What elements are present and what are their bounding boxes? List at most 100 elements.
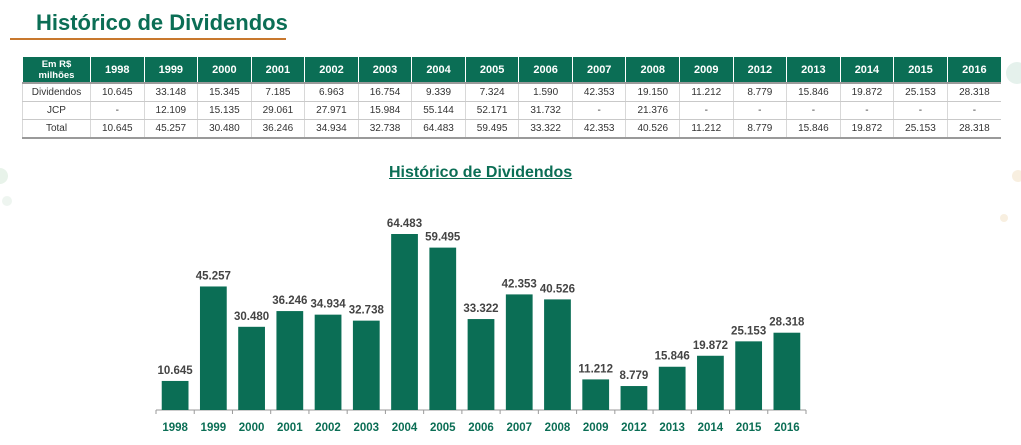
table-header-year: 2004 bbox=[411, 57, 466, 83]
x-tick-label: 2001 bbox=[277, 422, 303, 434]
table-cell: 21.376 bbox=[625, 101, 680, 120]
table-header-year: 2006 bbox=[518, 57, 573, 83]
table-cell: 6.963 bbox=[304, 82, 359, 102]
x-tick-label: 2005 bbox=[430, 422, 456, 434]
decorative-dot bbox=[2, 196, 12, 206]
table-cell: 42.353 bbox=[571, 119, 626, 139]
bar bbox=[773, 332, 801, 410]
table-cell: 55.144 bbox=[411, 101, 466, 120]
table-cell: - bbox=[946, 101, 1001, 120]
table-cell: 45.257 bbox=[143, 119, 198, 139]
bar bbox=[391, 234, 418, 410]
x-tick-label: 2003 bbox=[353, 422, 379, 434]
table-cell: 28.318 bbox=[946, 82, 1001, 102]
table-header-unit: Em R$ milhões bbox=[22, 57, 91, 83]
table-header-year: 2012 bbox=[732, 57, 787, 83]
table-cell: 15.135 bbox=[197, 101, 252, 120]
page-title: Histórico de Dividendos bbox=[36, 10, 288, 35]
table-cell: - bbox=[571, 101, 626, 120]
chart-title: Histórico de Dividendos bbox=[389, 164, 573, 181]
table-cell: 15.345 bbox=[197, 82, 252, 102]
table-cell: 28.318 bbox=[946, 119, 1001, 139]
table-cell: 40.526 bbox=[625, 119, 680, 139]
table-header-year: 1999 bbox=[143, 57, 198, 83]
bar bbox=[467, 319, 495, 410]
x-tick-label: 2016 bbox=[774, 422, 800, 434]
data-label: 15.846 bbox=[655, 351, 690, 363]
data-label: 36.246 bbox=[272, 295, 307, 307]
bar bbox=[697, 355, 724, 410]
table-cell: 59.495 bbox=[464, 119, 519, 139]
bar bbox=[161, 380, 189, 410]
table-cell: 33.148 bbox=[143, 82, 198, 102]
decorative-dot bbox=[1012, 170, 1021, 182]
table-header-year: 2013 bbox=[786, 57, 841, 83]
data-label: 42.353 bbox=[502, 278, 537, 290]
table-header-year: 2005 bbox=[464, 57, 519, 83]
data-label: 28.318 bbox=[769, 317, 805, 329]
table-cell: 31.732 bbox=[518, 101, 573, 120]
table-header-year: 2015 bbox=[893, 57, 948, 83]
decorative-dot bbox=[1000, 214, 1008, 222]
bar bbox=[658, 366, 686, 410]
table-cell: 8.779 bbox=[732, 82, 787, 102]
table-cell: 32.738 bbox=[357, 119, 412, 139]
data-label: 33.322 bbox=[463, 303, 498, 315]
table-cell: 7.324 bbox=[464, 82, 519, 102]
table-cell: 52.171 bbox=[464, 101, 519, 120]
x-tick-label: 2002 bbox=[315, 422, 341, 434]
table-header-year: 2008 bbox=[625, 57, 680, 83]
table-cell: 25.153 bbox=[893, 82, 948, 102]
bar bbox=[276, 311, 304, 410]
x-tick-label: 2015 bbox=[736, 422, 762, 434]
table-row: Dividendos 10.645 33.148 15.345 7.185 6.963 16… bbox=[22, 82, 1001, 102]
bar bbox=[505, 294, 533, 410]
x-tick-label: 2006 bbox=[468, 422, 494, 434]
table-cell: 19.872 bbox=[839, 82, 894, 102]
table-header-year: 2009 bbox=[679, 57, 734, 83]
data-label: 19.872 bbox=[693, 340, 728, 352]
table-cell: 16.754 bbox=[357, 82, 412, 102]
data-label: 32.738 bbox=[349, 305, 385, 317]
table-cell: 19.872 bbox=[839, 119, 894, 139]
x-tick-label: 2004 bbox=[392, 422, 418, 434]
table-cell: 29.061 bbox=[250, 101, 305, 120]
x-tick-label: 2007 bbox=[506, 422, 532, 434]
data-label: 8.779 bbox=[620, 370, 649, 382]
table-cell: 9.339 bbox=[411, 82, 466, 102]
table-cell: - bbox=[90, 101, 145, 120]
bar bbox=[352, 320, 380, 410]
x-tick-label: 1999 bbox=[201, 422, 227, 434]
table-cell: 12.109 bbox=[143, 101, 198, 120]
x-tick-label: 2013 bbox=[659, 422, 685, 434]
data-label: 59.495 bbox=[425, 232, 461, 244]
table-row-label: Dividendos bbox=[22, 82, 91, 102]
table-header-year: 2002 bbox=[304, 57, 359, 83]
table-cell: 19.150 bbox=[625, 82, 680, 102]
bar bbox=[199, 286, 227, 410]
table-cell: 34.934 bbox=[304, 119, 359, 139]
table-cell: - bbox=[732, 101, 787, 120]
decorative-dot bbox=[1006, 62, 1021, 84]
table-row-label: Total bbox=[22, 119, 91, 139]
x-tick-label: 2014 bbox=[698, 422, 724, 434]
bar bbox=[429, 247, 457, 410]
table-cell: 15.846 bbox=[786, 119, 841, 139]
table-header-year: 2014 bbox=[839, 57, 894, 83]
bar bbox=[620, 386, 648, 410]
table-cell: 30.480 bbox=[197, 119, 252, 139]
data-label: 64.483 bbox=[387, 218, 422, 230]
table-cell: 10.645 bbox=[90, 119, 145, 139]
table-cell: - bbox=[893, 101, 948, 120]
table-header-year: 2001 bbox=[250, 57, 305, 83]
table-cell: 36.246 bbox=[250, 119, 305, 139]
table-cell: 33.322 bbox=[518, 119, 573, 139]
bar bbox=[582, 379, 610, 410]
x-tick-label: 2012 bbox=[621, 422, 647, 434]
table-cell: 25.153 bbox=[893, 119, 948, 139]
table-cell: 27.971 bbox=[304, 101, 359, 120]
table-cell: 42.353 bbox=[571, 82, 626, 102]
table-cell: 64.483 bbox=[411, 119, 466, 139]
x-tick-label: 2009 bbox=[583, 422, 609, 434]
bar bbox=[314, 314, 342, 410]
